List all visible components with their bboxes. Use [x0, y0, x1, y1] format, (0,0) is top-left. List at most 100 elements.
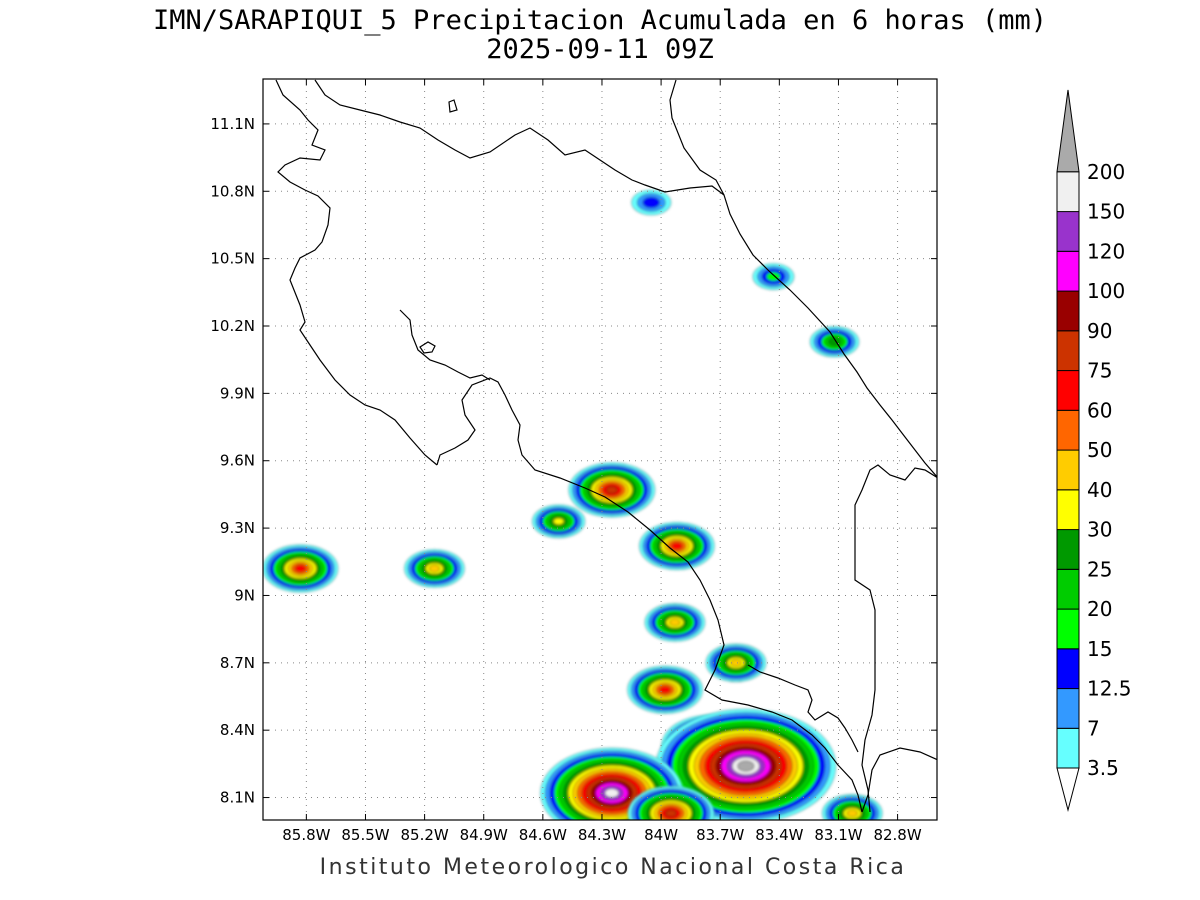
lat-tick-label: 8.7N	[220, 654, 255, 672]
rain-contour	[428, 564, 441, 573]
rain-cell	[627, 665, 703, 714]
rain-contour	[669, 618, 681, 627]
colorbar-segment	[1056, 330, 1080, 372]
lat-tick-label: 8.1N	[220, 789, 255, 807]
colorbar-segment	[1056, 529, 1080, 570]
rain-cell	[705, 643, 767, 683]
lon-tick-label: 82.8W	[873, 826, 921, 844]
colorbar-segment	[1056, 608, 1080, 650]
rain-cell	[655, 708, 837, 820]
colorbar-segment	[1056, 290, 1080, 332]
lon-tick-label: 84.3W	[578, 826, 626, 844]
colorbar-segment	[1056, 449, 1080, 491]
colorbar-segment	[1056, 688, 1080, 729]
credit-text: Instituto Meteorologico Nacional Costa R…	[319, 855, 907, 880]
rain-cell	[568, 462, 656, 518]
colorbar-label: 120	[1087, 239, 1125, 263]
lon-tick-label: 83.4W	[755, 826, 803, 844]
rain-cell	[263, 544, 339, 593]
colorbar-under-arrow	[1056, 767, 1080, 812]
colorbar-label: 75	[1087, 359, 1112, 383]
colorbar-label: 90	[1087, 319, 1112, 343]
colorbar-label: 20	[1087, 597, 1112, 621]
caribbean-coastline	[669, 79, 937, 478]
colorbar-label: 15	[1087, 637, 1112, 661]
colorbar-label: 200	[1087, 160, 1125, 184]
lat-tick-label: 9.9N	[220, 384, 255, 402]
colorbar-label: 100	[1087, 279, 1125, 303]
rain-cell	[404, 549, 465, 588]
colorbar-label: 150	[1087, 200, 1125, 224]
lon-tick-label: 85.8W	[282, 826, 330, 844]
colorbar-label: 50	[1087, 438, 1112, 462]
lon-tick-label: 83.1W	[814, 826, 862, 844]
lon-tick-label: 84.6W	[519, 826, 567, 844]
lake-outline	[419, 341, 436, 354]
map-title: IMN/SARAPIQUI_5 Precipitacion Acumulada …	[152, 5, 1048, 36]
axis-ticks: 85.8W 85.5W 85.2W 84.9W 84.6W 84.3W 84W 83.7W 83…	[210, 79, 937, 844]
colorbar-segment	[1056, 568, 1080, 610]
rain-cell	[627, 785, 715, 820]
colorbar-segment	[1056, 89, 1080, 173]
rain-cell	[809, 326, 860, 358]
rain-contour	[671, 542, 683, 550]
colorbar-segment	[1056, 171, 1080, 213]
colorbar-segment	[1056, 727, 1080, 769]
rain-contour	[737, 760, 755, 772]
lat-lon-grid	[263, 79, 937, 820]
rain-contour	[665, 809, 677, 818]
rain-cell	[532, 504, 586, 539]
colorbar: 3.5 7 12.5 15 20 25 30 40 50 60 75 90 100 120 150 200	[1056, 89, 1132, 812]
colorbar-label: 25	[1087, 557, 1112, 581]
plot-frame	[262, 78, 938, 821]
rain-cell	[644, 603, 706, 642]
colorbar-segment	[1056, 648, 1080, 690]
lat-tick-label: 9N	[234, 586, 255, 604]
lon-tick-label: 85.2W	[400, 826, 448, 844]
panama-coast-south	[861, 747, 937, 813]
lat-tick-label: 10.5N	[210, 250, 255, 268]
rain-contour	[553, 517, 565, 525]
map-subtitle: 2025-09-11 09Z	[486, 34, 714, 65]
lat-tick-label: 10.8N	[210, 182, 255, 200]
panama-border	[854, 464, 937, 813]
colorbar-segment	[1056, 370, 1080, 411]
lon-tick-label: 85.5W	[341, 826, 389, 844]
lon-tick-label: 84.9W	[460, 826, 508, 844]
lat-tick-label: 9.3N	[220, 519, 255, 537]
lat-tick-label: 10.2N	[210, 317, 255, 335]
precipitation-field	[263, 189, 883, 820]
rain-cell	[631, 189, 672, 216]
lat-tick-label: 8.4N	[220, 721, 255, 739]
rain-contour	[294, 564, 307, 573]
lat-tick-label: 9.6N	[220, 452, 255, 470]
colorbar-label: 7	[1087, 716, 1100, 740]
nicoya-gulf-coast	[436, 377, 863, 813]
small-island	[448, 99, 458, 113]
colorbar-label: 40	[1087, 478, 1112, 502]
rain-cell	[752, 263, 795, 291]
colorbar-label: 12.5	[1087, 677, 1132, 701]
rain-cell	[639, 521, 715, 571]
colorbar-segment	[1056, 489, 1080, 531]
rain-contour	[642, 196, 660, 209]
colorbar-segment	[1056, 250, 1080, 292]
northern-border	[314, 79, 725, 196]
rain-contour	[604, 788, 620, 798]
rain-contour	[659, 686, 671, 694]
coastlines	[275, 79, 937, 813]
lat-tick-label: 11.1N	[210, 115, 255, 133]
rain-contour	[846, 809, 858, 817]
colorbar-label: 3.5	[1087, 756, 1119, 780]
nicoya-peninsula-inner	[399, 309, 491, 381]
colorbar-segment	[1056, 409, 1080, 451]
colorbar-segment	[1056, 211, 1080, 252]
osa-peninsula	[747, 664, 859, 753]
lon-tick-label: 83.7W	[696, 826, 744, 844]
pacific-coastline-north	[275, 79, 438, 466]
colorbar-label: 60	[1087, 398, 1112, 422]
rain-contour	[730, 659, 742, 667]
rain-contour	[605, 486, 618, 494]
colorbar-label: 30	[1087, 518, 1112, 542]
